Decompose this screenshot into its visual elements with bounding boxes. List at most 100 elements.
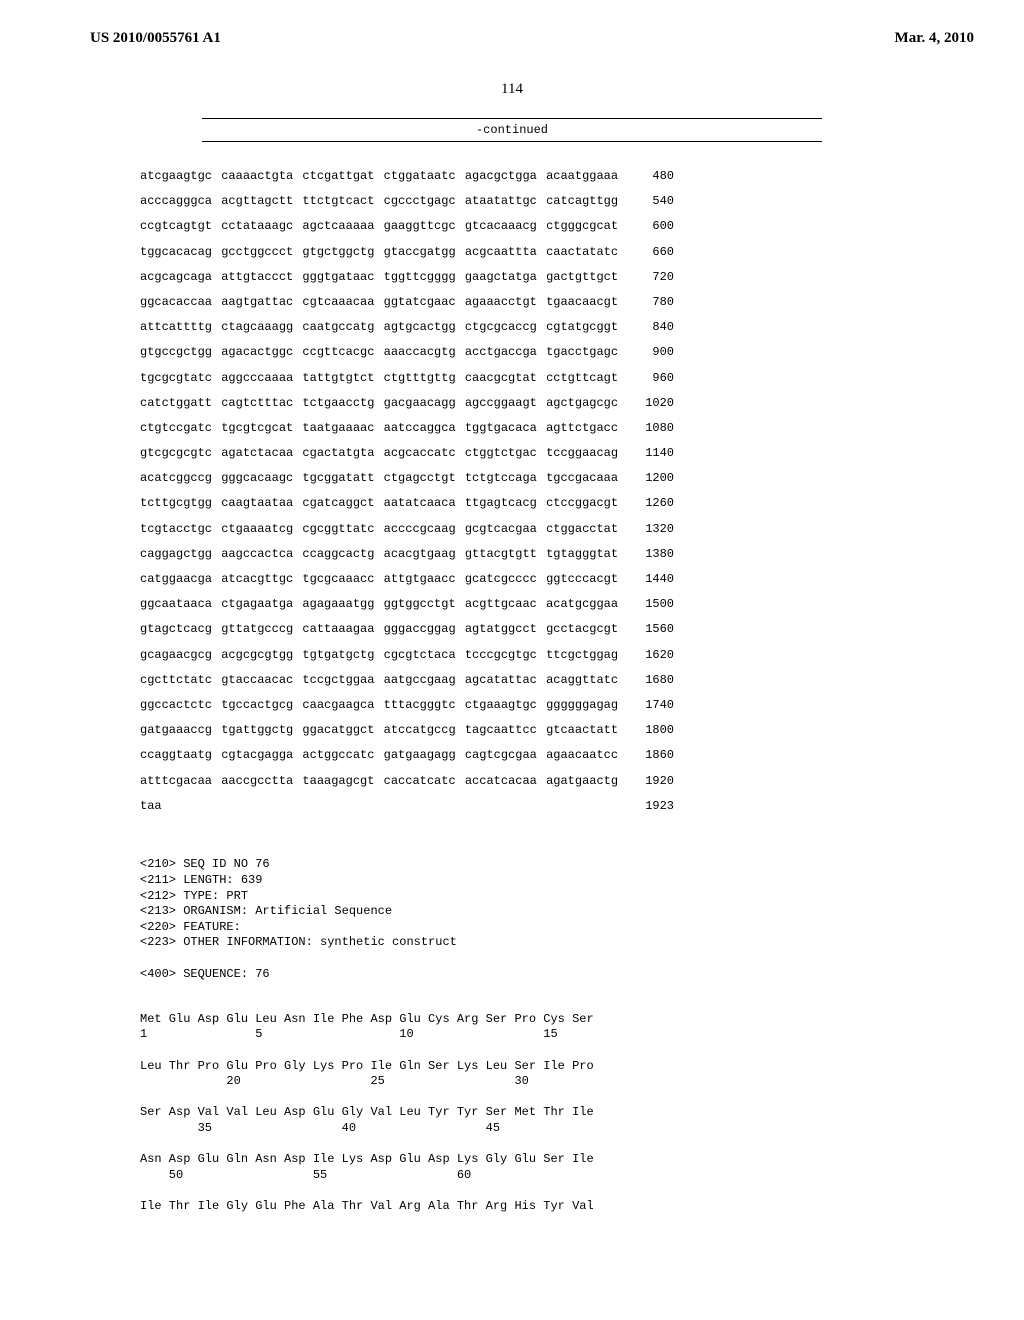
sequence-position: 1560 — [600, 620, 674, 639]
sequence-position: 900 — [600, 343, 674, 362]
sequence-line: taa1923 — [140, 797, 1024, 816]
sequence-bases: gatgaaaccg tgattggctg ggacatggct atccatg… — [140, 721, 600, 740]
sequence-line: ggcaataaca ctgagaatga agagaaatgg ggtggcc… — [140, 595, 1024, 614]
sequence-bases: acatcggccg gggcacaagc tgcggatatt ctgagcc… — [140, 469, 600, 488]
sequence-position: 480 — [600, 167, 674, 186]
sequence-bases: taa — [140, 797, 600, 816]
sequence-position: 1260 — [600, 494, 674, 513]
protein-sequence-listing: Met Glu Asp Glu Leu Asn Ile Phe Asp Glu … — [140, 996, 1024, 1214]
seq-organism-line: <213> ORGANISM: Artificial Sequence — [140, 904, 392, 918]
sequence-line: gtgccgctgg agacactggc ccgttcacgc aaaccac… — [140, 343, 1024, 362]
sequence-header-block: <210> SEQ ID NO 76 <211> LENGTH: 639 <21… — [140, 842, 1024, 982]
sequence-position: 1380 — [600, 545, 674, 564]
sequence-line: tcgtacctgc ctgaaaatcg cgcggttatc accccgc… — [140, 520, 1024, 539]
sequence-bases: ggccactctc tgccactgcg caacgaagca tttacgg… — [140, 696, 600, 715]
sequence-position: 1740 — [600, 696, 674, 715]
seq-id-line: <210> SEQ ID NO 76 — [140, 857, 270, 871]
sequence-line: acatcggccg gggcacaagc tgcggatatt ctgagcc… — [140, 469, 1024, 488]
sequence-bases: atcgaagtgc caaaactgta ctcgattgat ctggata… — [140, 167, 600, 186]
sequence-bases: ctgtccgatc tgcgtcgcat taatgaaaac aatccag… — [140, 419, 600, 438]
sequence-bases: ggcacaccaa aagtgattac cgtcaaacaa ggtatcg… — [140, 293, 600, 312]
seq-sequence-line: <400> SEQUENCE: 76 — [140, 967, 270, 981]
rule-under-continued — [202, 141, 822, 142]
sequence-bases: gtgccgctgg agacactggc ccgttcacgc aaaccac… — [140, 343, 600, 362]
patent-date: Mar. 4, 2010 — [895, 30, 974, 47]
sequence-bases: acgcagcaga attgtaccct gggtgataac tggttcg… — [140, 268, 600, 287]
sequence-line: acccagggca acgttagctt ttctgtcact cgccctg… — [140, 192, 1024, 211]
sequence-line: ccaggtaatg cgtacgagga actggccatc gatgaag… — [140, 746, 1024, 765]
sequence-bases: tggcacacag gcctggccct gtgctggctg gtaccga… — [140, 243, 600, 262]
seq-type-line: <212> TYPE: PRT — [140, 889, 248, 903]
protein-row-3-nums: 35 40 45 — [140, 1121, 500, 1135]
sequence-bases: attcattttg ctagcaaagg caatgccatg agtgcac… — [140, 318, 600, 337]
sequence-position: 600 — [600, 217, 674, 236]
sequence-line: tggcacacag gcctggccct gtgctggctg gtaccga… — [140, 243, 1024, 262]
sequence-position: 840 — [600, 318, 674, 337]
sequence-position: 1680 — [600, 671, 674, 690]
continued-label: -continued — [0, 123, 1024, 137]
sequence-position: 1200 — [600, 469, 674, 488]
nucleotide-sequence-listing: atcgaagtgc caaaactgta ctcgattgat ctggata… — [140, 167, 1024, 822]
sequence-position: 1140 — [600, 444, 674, 463]
sequence-bases: caggagctgg aagccactca ccaggcactg acacgtg… — [140, 545, 600, 564]
sequence-line: ccgtcagtgt cctataaagc agctcaaaaa gaaggtt… — [140, 217, 1024, 236]
sequence-position: 1620 — [600, 646, 674, 665]
sequence-position: 1800 — [600, 721, 674, 740]
sequence-line: gtagctcacg gttatgcccg cattaaagaa gggaccg… — [140, 620, 1024, 639]
sequence-line: gatgaaaccg tgattggctg ggacatggct atccatg… — [140, 721, 1024, 740]
sequence-line: attcattttg ctagcaaagg caatgccatg agtgcac… — [140, 318, 1024, 337]
sequence-bases: tgcgcgtatc aggcccaaaa tattgtgtct ctgtttg… — [140, 369, 600, 388]
sequence-position: 780 — [600, 293, 674, 312]
protein-row-2-nums: 20 25 30 — [140, 1074, 529, 1088]
protein-row-4-nums: 50 55 60 — [140, 1168, 471, 1182]
sequence-position: 540 — [600, 192, 674, 211]
page-number: 114 — [501, 81, 523, 97]
sequence-line: atcgaagtgc caaaactgta ctcgattgat ctggata… — [140, 167, 1024, 186]
sequence-bases: gtcgcgcgtc agatctacaa cgactatgta acgcacc… — [140, 444, 600, 463]
sequence-bases: catggaacga atcacgttgc tgcgcaaacc attgtga… — [140, 570, 600, 589]
patent-number: US 2010/0055761 A1 — [90, 30, 221, 47]
seq-other-info-line: <223> OTHER INFORMATION: synthetic const… — [140, 935, 457, 949]
sequence-bases: ccgtcagtgt cctataaagc agctcaaaaa gaaggtt… — [140, 217, 600, 236]
sequence-bases: catctggatt cagtctttac tctgaacctg gacgaac… — [140, 394, 600, 413]
sequence-position: 960 — [600, 369, 674, 388]
sequence-line: catctggatt cagtctttac tctgaacctg gacgaac… — [140, 394, 1024, 413]
sequence-line: gtcgcgcgtc agatctacaa cgactatgta acgcacc… — [140, 444, 1024, 463]
protein-row-3: Ser Asp Val Val Leu Asp Glu Gly Val Leu … — [140, 1105, 594, 1119]
sequence-bases: acccagggca acgttagctt ttctgtcact cgccctg… — [140, 192, 600, 211]
sequence-line: catggaacga atcacgttgc tgcgcaaacc attgtga… — [140, 570, 1024, 589]
sequence-position: 660 — [600, 243, 674, 262]
sequence-line: tcttgcgtgg caagtaataa cgatcaggct aatatca… — [140, 494, 1024, 513]
sequence-position: 1020 — [600, 394, 674, 413]
sequence-line: atttcgacaa aaccgcctta taaagagcgt caccatc… — [140, 772, 1024, 791]
sequence-bases: atttcgacaa aaccgcctta taaagagcgt caccatc… — [140, 772, 600, 791]
rule-top — [202, 118, 822, 119]
protein-row-4: Asn Asp Glu Gln Asn Asp Ile Lys Asp Glu … — [140, 1152, 594, 1166]
sequence-position: 1320 — [600, 520, 674, 539]
page-number-wrap: 114 — [0, 80, 1024, 98]
sequence-position: 720 — [600, 268, 674, 287]
sequence-position: 1440 — [600, 570, 674, 589]
sequence-line: ggcacaccaa aagtgattac cgtcaaacaa ggtatcg… — [140, 293, 1024, 312]
sequence-bases: tcgtacctgc ctgaaaatcg cgcggttatc accccgc… — [140, 520, 600, 539]
patent-header: US 2010/0055761 A1 Mar. 4, 2010 — [0, 0, 1024, 70]
sequence-bases: ggcaataaca ctgagaatga agagaaatgg ggtggcc… — [140, 595, 600, 614]
sequence-line: caggagctgg aagccactca ccaggcactg acacgtg… — [140, 545, 1024, 564]
sequence-bases: tcttgcgtgg caagtaataa cgatcaggct aatatca… — [140, 494, 600, 513]
sequence-bases: cgcttctatc gtaccaacac tccgctggaa aatgccg… — [140, 671, 600, 690]
sequence-line: acgcagcaga attgtaccct gggtgataac tggttcg… — [140, 268, 1024, 287]
sequence-position: 1860 — [600, 746, 674, 765]
protein-row-2: Leu Thr Pro Glu Pro Gly Lys Pro Ile Gln … — [140, 1059, 594, 1073]
sequence-line: ggccactctc tgccactgcg caacgaagca tttacgg… — [140, 696, 1024, 715]
sequence-line: gcagaacgcg acgcgcgtgg tgtgatgctg cgcgtct… — [140, 646, 1024, 665]
sequence-line: ctgtccgatc tgcgtcgcat taatgaaaac aatccag… — [140, 419, 1024, 438]
protein-row-1-nums: 1 5 10 15 — [140, 1027, 558, 1041]
sequence-position: 1923 — [600, 797, 674, 816]
sequence-line: cgcttctatc gtaccaacac tccgctggaa aatgccg… — [140, 671, 1024, 690]
protein-row-5: Ile Thr Ile Gly Glu Phe Ala Thr Val Arg … — [140, 1199, 594, 1213]
sequence-position: 1500 — [600, 595, 674, 614]
sequence-position: 1080 — [600, 419, 674, 438]
protein-row-1: Met Glu Asp Glu Leu Asn Ile Phe Asp Glu … — [140, 1012, 594, 1026]
seq-feature-line: <220> FEATURE: — [140, 920, 241, 934]
sequence-position: 1920 — [600, 772, 674, 791]
